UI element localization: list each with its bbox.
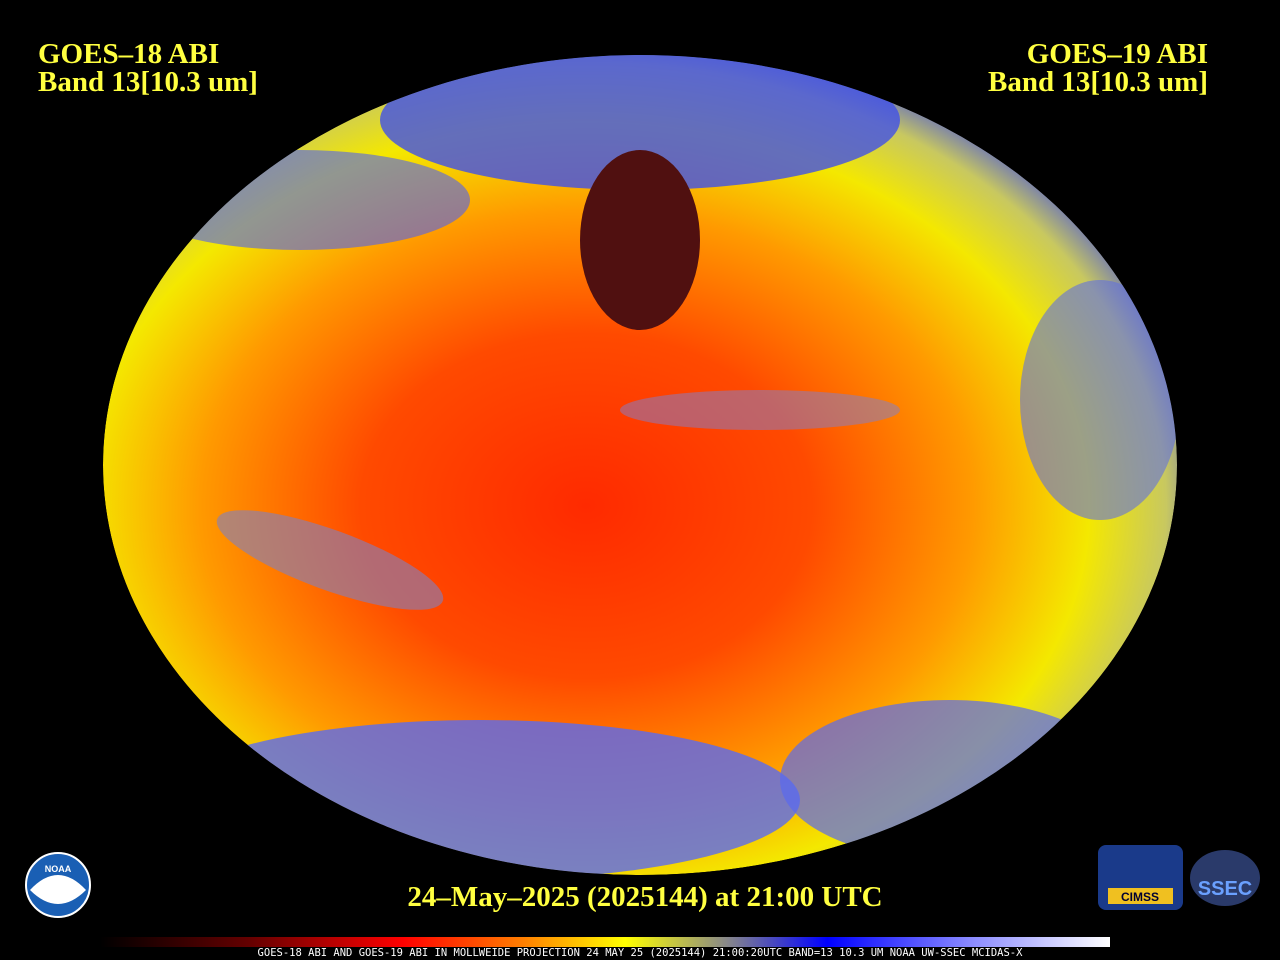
- left-title: GOES–18 ABI: [38, 38, 219, 70]
- caption: GOES-18 ABI AND GOES-19 ABI IN MOLLWEIDE…: [258, 947, 1024, 959]
- right-title: GOES–19 ABI: [1027, 38, 1208, 70]
- color-bar: [100, 937, 1110, 947]
- cimss-logo: CIMSS: [1098, 845, 1183, 910]
- left-band: Band 13[10.3 um]: [38, 66, 258, 98]
- cimss-text: CIMSS: [1121, 890, 1159, 904]
- ssec-text: SSEC: [1198, 878, 1252, 900]
- date-label: 24–May–2025 (2025144) at 21:00 UTC: [407, 881, 882, 913]
- right-band: Band 13[10.3 um]: [988, 66, 1208, 98]
- noaa-logo: NOAA: [25, 852, 91, 918]
- satellite-image: [103, 55, 1177, 875]
- ssec-logo: SSEC: [1190, 850, 1260, 906]
- noaa-text: NOAA: [45, 864, 72, 874]
